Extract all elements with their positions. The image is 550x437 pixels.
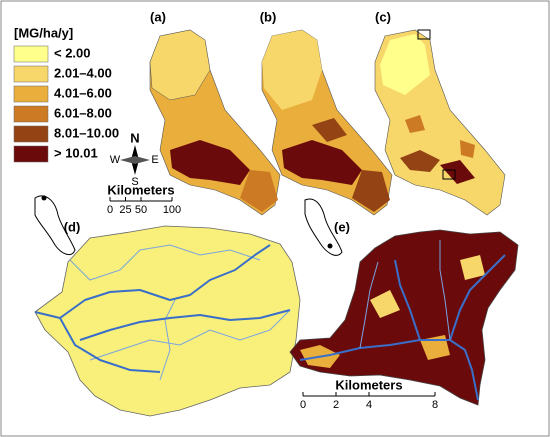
legend-label: 2.01–4.00: [54, 65, 112, 80]
legend-label: < 2.00: [54, 45, 91, 60]
legend-swatch: [13, 65, 49, 83]
panel-label: (d): [64, 219, 81, 234]
legend-swatch: [13, 85, 49, 103]
map-e: [289, 229, 519, 406]
legend-swatch: [13, 45, 49, 63]
panel-label: (a): [150, 9, 166, 24]
scale-tick-label: 2: [333, 399, 339, 411]
panel-a-map: [149, 29, 281, 216]
inset-e: [304, 198, 343, 256]
scale-title: Kilometers: [107, 182, 174, 197]
inset-d: [34, 195, 76, 256]
panel-label: (b): [260, 9, 277, 24]
scale-tick-label: 100: [163, 204, 181, 216]
legend-title: [MG/ha/y]: [14, 25, 73, 40]
scale-tick-label: 0: [107, 204, 113, 216]
legend-label: 8.01–10.00: [54, 125, 119, 140]
scale-tick-label: 8: [432, 399, 438, 411]
compass-w: W: [110, 154, 121, 166]
scale-bars: Kilometers 0 25 50 100 Kilometers 0 2 4 8: [107, 182, 438, 410]
panel-label: (e): [334, 219, 350, 234]
legend-label: > 10.01: [54, 145, 98, 160]
compass: N E S W: [110, 130, 159, 187]
panel-label: (c): [375, 9, 391, 24]
panel-labels: (a) (b) (c) (d) (e): [64, 9, 391, 234]
compass-s: S: [131, 176, 138, 188]
scale-title: Kilometers: [335, 377, 402, 392]
legend-label: 4.01–6.00: [54, 85, 112, 100]
legend: [MG/ha/y] < 2.00 2.01–4.00 4.01–6.00 6.01–8…: [13, 25, 119, 163]
scale-tick-label: 50: [135, 204, 147, 216]
legend-swatch: [13, 145, 49, 163]
panel-c-map: [374, 29, 506, 216]
legend-swatch: [13, 125, 49, 143]
legend-swatch: [13, 105, 49, 123]
map-d: [34, 225, 301, 417]
panel-b-map: [261, 29, 393, 216]
compass-e: E: [151, 154, 158, 166]
compass-n: N: [130, 130, 139, 145]
scale-tick-label: 4: [366, 399, 372, 411]
scale-tick-label: 25: [119, 204, 131, 216]
legend-label: 6.01–8.00: [54, 105, 112, 120]
scale-tick-label: 0: [300, 399, 306, 411]
